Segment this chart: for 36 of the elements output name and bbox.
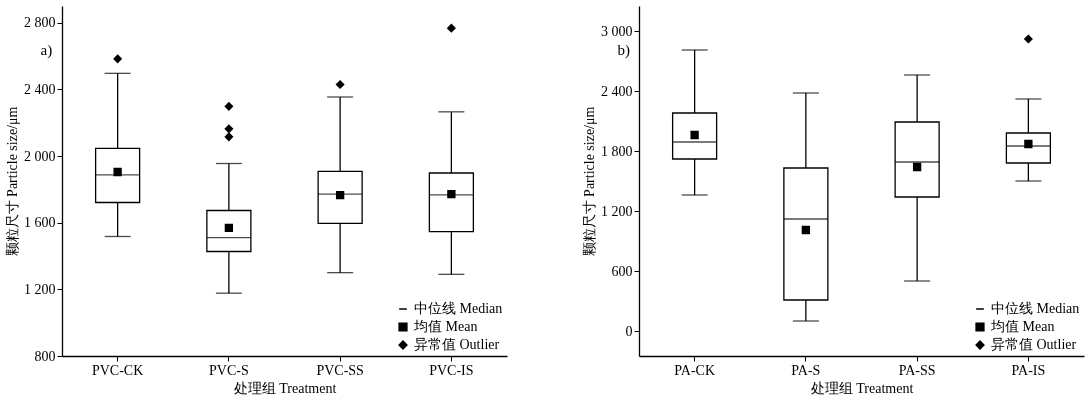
- x-axis-title: 处理组 Treatment: [810, 380, 914, 396]
- y-tick-label: 2 400: [601, 83, 633, 99]
- x-tick-label: PVC-IS: [429, 362, 474, 378]
- y-tick-label: 1 600: [24, 215, 56, 231]
- y-tick-label: 1 200: [24, 281, 56, 297]
- y-tick-label: 800: [34, 348, 56, 364]
- legend-label: 均值 Mean: [990, 319, 1055, 334]
- y-tick-label: 3 000: [601, 23, 633, 39]
- y-tick-label: 2 800: [24, 15, 56, 31]
- x-tick-label: PVC-SS: [316, 362, 364, 378]
- y-tick-label: 2 400: [24, 81, 56, 97]
- y-axis-title: 颗粒尺寸 Particle size/μm: [5, 106, 20, 257]
- point: [912, 162, 922, 172]
- y-tick-label: 2 000: [24, 148, 56, 164]
- x-tick-label: PVC-CK: [91, 362, 144, 378]
- y-tick-label: 1 800: [601, 143, 633, 159]
- x-tick-label: PVC-S: [209, 362, 249, 378]
- legend-label: 中位线 Median: [991, 301, 1080, 316]
- y-tick-label: 0: [625, 323, 633, 339]
- x-tick-label: PA-CK: [674, 362, 715, 378]
- legend-label: 均值 Mean: [413, 319, 478, 334]
- y-axis-title: 颗粒尺寸 Particle size/μm: [582, 106, 597, 257]
- text: a): [40, 42, 53, 59]
- x-tick-label: PA-SS: [898, 362, 936, 378]
- text: b): [617, 42, 630, 59]
- y-tick-label: 1 200: [601, 203, 633, 219]
- point: [801, 225, 811, 235]
- y-tick-label: 600: [611, 263, 633, 279]
- point: [690, 130, 699, 140]
- x-tick-label: PA-S: [791, 362, 821, 378]
- x-tick-label: PA-IS: [1011, 362, 1046, 378]
- legend-label: 中位线 Median: [414, 301, 503, 316]
- point: [1024, 139, 1033, 149]
- legend-label: 异常值 Outlier: [414, 337, 500, 352]
- x-axis-title: 处理组 Treatment: [233, 380, 337, 396]
- legend-label: 异常值 Outlier: [991, 337, 1077, 352]
